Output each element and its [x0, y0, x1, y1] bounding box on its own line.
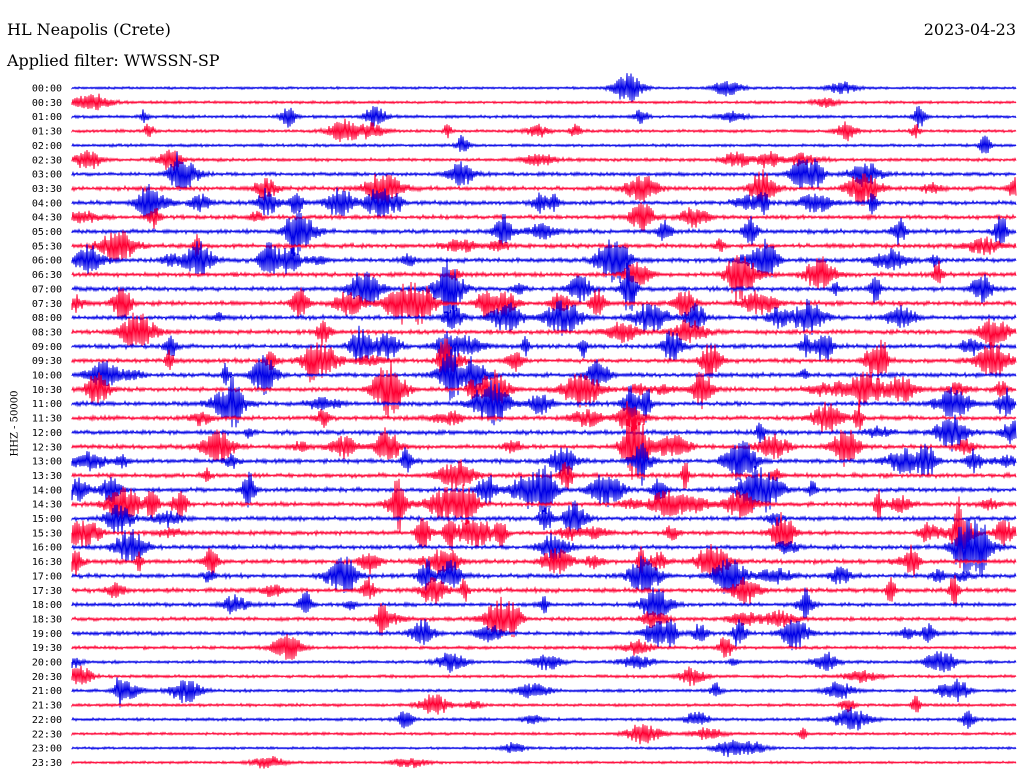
trace-time-label: 03:30	[32, 184, 62, 195]
trace-time-label: 19:30	[32, 643, 62, 654]
seismic-trace	[71, 298, 1017, 336]
date-label: 2023-04-23	[923, 20, 1016, 39]
trace-time-label: 14:30	[32, 500, 62, 511]
seismic-trace	[71, 706, 1017, 731]
trace-time-label: 12:30	[32, 442, 62, 453]
seismic-trace	[71, 677, 1017, 708]
trace-time-label: 10:30	[32, 385, 62, 396]
seismic-trace	[71, 312, 1017, 350]
trace-time-label: 01:30	[32, 127, 62, 138]
seismic-trace	[71, 724, 1017, 745]
trace-time-label: 05:30	[32, 241, 62, 252]
trace-time-label: 22:00	[32, 715, 62, 726]
trace-time-label: 09:00	[32, 342, 62, 353]
seismic-trace	[71, 465, 1017, 515]
trace-time-label: 00:30	[32, 98, 62, 109]
seismic-trace	[71, 238, 1017, 284]
trace-time-label: 15:30	[32, 528, 62, 539]
seismic-trace	[71, 399, 1017, 434]
seismic-trace	[71, 587, 1017, 621]
trace-time-label: 04:30	[32, 213, 62, 224]
seismic-trace	[71, 500, 1017, 536]
trace-time-label: 12:00	[32, 428, 62, 439]
trace-time-label: 03:00	[32, 170, 62, 181]
trace-time-label: 16:30	[32, 557, 62, 568]
seismic-trace	[71, 496, 1017, 569]
trace-time-label: 00:00	[32, 84, 62, 95]
seismic-trace	[71, 415, 1017, 480]
trace-time-label: 18:00	[32, 600, 62, 611]
seismic-trace	[71, 459, 1017, 491]
seismic-trace	[71, 134, 1017, 154]
seismic-trace	[71, 346, 1017, 401]
trace-time-label: 07:00	[32, 284, 62, 295]
trace-time-label: 11:00	[32, 399, 62, 410]
seismic-trace	[71, 169, 1017, 206]
seismic-trace	[71, 325, 1017, 365]
trace-time-label: 19:00	[32, 629, 62, 640]
seismic-trace	[71, 543, 1017, 578]
trace-time-label: 08:00	[32, 313, 62, 324]
trace-time-label: 04:00	[32, 198, 62, 209]
trace-time-label: 20:00	[32, 658, 62, 669]
trace-time-label: 23:00	[32, 744, 62, 755]
station-title: HL Neapolis (Crete)	[7, 20, 171, 39]
seismic-trace	[71, 255, 1017, 303]
trace-time-label: 13:30	[32, 471, 62, 482]
trace-time-label: 01:00	[32, 112, 62, 123]
seismic-trace	[71, 440, 1017, 486]
trace-time-label: 21:00	[32, 686, 62, 697]
filter-label: Applied filter: WWSSN-SP	[7, 51, 220, 70]
trace-time-label: 11:30	[32, 414, 62, 425]
seismic-trace	[71, 73, 1017, 103]
trace-time-label: 06:00	[32, 256, 62, 267]
seismic-trace	[71, 634, 1017, 660]
seismic-trace	[71, 118, 1017, 143]
seismic-trace	[71, 230, 1017, 263]
trace-time-label: 08:30	[32, 327, 62, 338]
seismic-trace	[71, 149, 1017, 171]
seismic-trace	[71, 338, 1017, 383]
trace-time-label: 02:00	[32, 141, 62, 152]
seismic-trace	[71, 519, 1017, 578]
seismic-trace	[71, 151, 1017, 192]
trace-time-label: 22:30	[32, 729, 62, 740]
seismic-trace	[71, 739, 1017, 758]
trace-time-label: 13:00	[32, 457, 62, 468]
seismic-trace	[71, 281, 1017, 325]
trace-time-label: 09:30	[32, 356, 62, 367]
seismic-trace	[71, 93, 1017, 111]
trace-time-label: 17:00	[32, 571, 62, 582]
seismic-trace	[71, 555, 1017, 596]
trace-time-label: 16:00	[32, 543, 62, 554]
trace-time-label: 05:00	[32, 227, 62, 238]
trace-time-label: 14:00	[32, 485, 62, 496]
trace-time-label: 10:00	[32, 371, 62, 382]
seismic-trace	[71, 596, 1017, 638]
trace-time-label: 23:30	[32, 758, 62, 769]
seismic-trace	[71, 259, 1017, 320]
seismic-trace	[71, 575, 1017, 606]
seismic-trace	[71, 183, 1017, 222]
seismic-trace	[71, 202, 1017, 234]
seismic-trace	[71, 694, 1017, 715]
seismic-trace	[71, 210, 1017, 257]
trace-time-label: 17:30	[32, 586, 62, 597]
seismic-trace	[71, 651, 1017, 673]
trace-time-label: 07:30	[32, 299, 62, 310]
seismic-trace	[71, 414, 1017, 452]
seismic-trace	[71, 105, 1017, 128]
trace-time-label: 21:30	[32, 701, 62, 712]
trace-time-label: 15:00	[32, 514, 62, 525]
trace-time-label: 18:30	[32, 614, 62, 625]
seismic-trace	[71, 665, 1017, 687]
trace-time-label: 06:30	[32, 270, 62, 281]
seismic-trace	[71, 478, 1017, 533]
seismic-trace	[71, 756, 1017, 769]
seismic-trace	[71, 618, 1017, 651]
trace-time-label: 20:30	[32, 672, 62, 683]
trace-time-label: 02:30	[32, 155, 62, 166]
